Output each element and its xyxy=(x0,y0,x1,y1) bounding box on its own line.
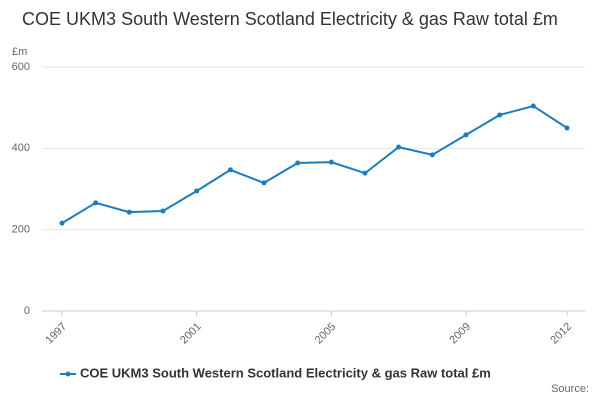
data-point xyxy=(126,209,132,215)
data-point xyxy=(564,125,570,131)
data-point xyxy=(530,103,536,109)
x-tick-label: 1997 xyxy=(43,321,69,347)
data-point xyxy=(463,132,469,138)
y-tick-label: 200 xyxy=(12,224,30,236)
data-point xyxy=(396,144,402,150)
data-point xyxy=(429,152,435,158)
legend-marker xyxy=(65,371,71,377)
data-point xyxy=(295,160,301,166)
source: Source: xyxy=(551,383,589,395)
y-axis-label: £m xyxy=(12,46,27,58)
series-line xyxy=(61,104,568,225)
data-point xyxy=(194,188,200,194)
data-point xyxy=(160,208,166,214)
y-tick-label: 400 xyxy=(12,142,30,154)
y-tick-label: 0 xyxy=(24,305,30,317)
data-point xyxy=(93,200,99,206)
x-tick-label: 2001 xyxy=(178,321,204,347)
data-point xyxy=(261,180,267,186)
data-point xyxy=(362,170,368,176)
data-point xyxy=(59,220,65,226)
data-point xyxy=(497,112,503,118)
x-tick-label: 2005 xyxy=(313,321,339,347)
legend-label: COE UKM3 South Western Scotland Electric… xyxy=(80,365,491,380)
x-tick-label: 2009 xyxy=(447,321,473,347)
y-tick-label: 600 xyxy=(12,61,30,73)
x-tick-label: 2012 xyxy=(548,321,574,347)
data-point xyxy=(328,159,334,165)
data-point xyxy=(227,167,233,173)
chart-title: COE UKM3 South Western Scotland Electric… xyxy=(22,9,558,29)
